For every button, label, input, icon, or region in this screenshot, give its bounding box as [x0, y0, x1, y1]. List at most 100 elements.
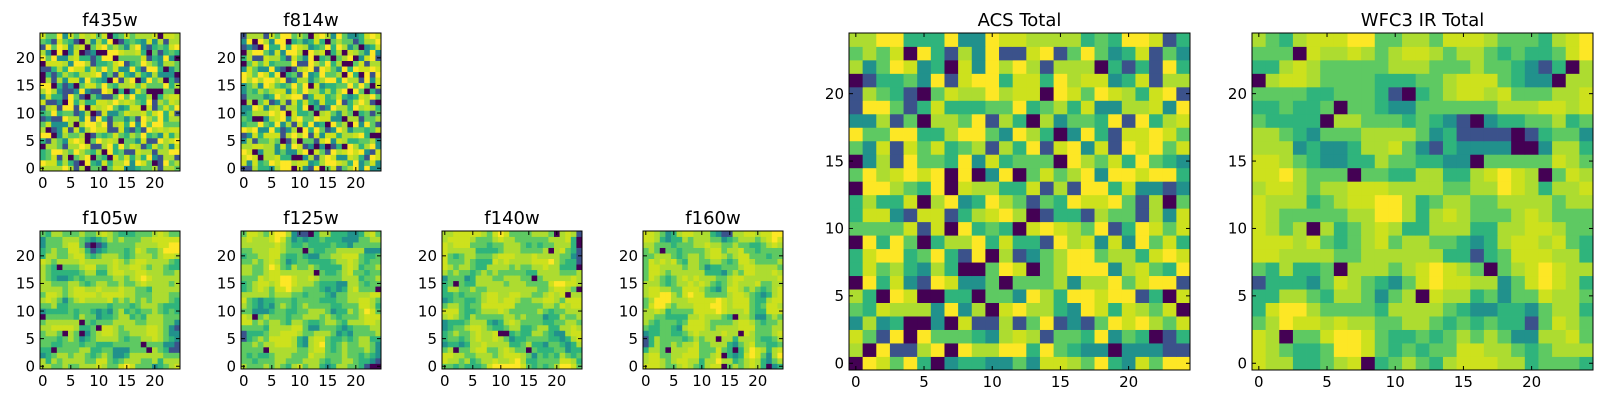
heatmap-cell [375, 104, 382, 111]
heatmap-cell [766, 313, 773, 320]
heatmap-cell [1176, 262, 1191, 277]
heatmap-cell [347, 60, 354, 67]
heatmap-cell [704, 231, 711, 237]
heatmap-cell [1538, 262, 1553, 277]
heatmap-cell [101, 335, 108, 342]
heatmap-cell [330, 258, 337, 265]
heatmap-cell [152, 132, 158, 139]
heatmap-cell [1080, 302, 1095, 317]
heatmap-cell [146, 291, 153, 298]
heatmap-cell [45, 82, 52, 89]
heatmap-cell [903, 154, 918, 169]
heatmap-cell [84, 302, 91, 309]
heatmap-cell [118, 93, 125, 100]
heatmap-cell [263, 291, 270, 298]
heatmap-cell [514, 324, 521, 331]
heatmap-cell [743, 275, 750, 282]
heatmap-cell [475, 302, 482, 309]
heatmap-cell [1415, 248, 1430, 263]
heatmap-cell [1333, 356, 1348, 371]
heatmap-cell [375, 269, 382, 276]
heatmap-cell [1483, 194, 1498, 209]
heatmap-cell [375, 313, 382, 320]
heatmap-cell [140, 324, 147, 331]
heatmap-cell [40, 148, 46, 155]
heatmap-cell [73, 302, 80, 309]
heatmap-cell [302, 253, 309, 259]
heatmap-cell [503, 291, 510, 298]
heatmap-cell [1361, 194, 1376, 209]
heatmap-cell [319, 335, 326, 342]
heatmap-cell [79, 363, 86, 370]
heatmap-cell [341, 60, 348, 67]
heatmap-cell [1306, 302, 1321, 317]
heatmap-cell [319, 341, 326, 348]
heatmap-cell [45, 258, 52, 265]
heatmap-cell [1347, 329, 1362, 344]
heatmap-cell [699, 357, 705, 364]
heatmap-cell [241, 258, 247, 265]
heatmap-cell [62, 297, 69, 304]
heatmap-cell [112, 49, 119, 56]
heatmap-cell [1135, 221, 1150, 236]
heatmap-cell [971, 86, 986, 101]
heatmap-cell [341, 110, 348, 117]
heatmap-cell [876, 59, 891, 74]
heatmap-cell [246, 104, 253, 111]
heatmap-cell [353, 308, 359, 315]
heatmap-cell [1279, 248, 1294, 263]
heatmap-cell [353, 132, 359, 139]
heatmap-cell [732, 324, 739, 331]
heatmap-cell [749, 269, 756, 276]
panel-title: f435w [82, 10, 137, 31]
heatmap-cell [257, 159, 264, 166]
heatmap-cell [118, 236, 125, 243]
heatmap-cell [51, 291, 58, 298]
heatmap-cell [375, 121, 382, 128]
heatmap-cell [1565, 167, 1580, 182]
heatmap-cell [766, 242, 773, 248]
heatmap-cell [168, 44, 175, 50]
heatmap-cell [135, 319, 142, 326]
heatmap-cell [330, 132, 337, 139]
heatmap-cell [537, 242, 544, 248]
heatmap-cell [693, 341, 700, 348]
heatmap-cell [503, 352, 510, 359]
heatmap-cell [325, 148, 331, 155]
heatmap-cell [1511, 289, 1526, 303]
heatmap-cell [152, 110, 158, 117]
heatmap-cell [659, 247, 666, 254]
heatmap-cell [174, 33, 181, 39]
heatmap-cell [51, 38, 58, 45]
heatmap-cell [1292, 316, 1307, 330]
heatmap-cell [285, 49, 292, 56]
heatmap-cell [325, 242, 331, 248]
heatmap-cell [1121, 113, 1136, 128]
heatmap-cell [1470, 235, 1485, 250]
heatmap-cell [118, 99, 125, 106]
heatmap-cell [319, 66, 326, 73]
heatmap-cell [56, 66, 63, 73]
heatmap-cell [51, 324, 58, 331]
heatmap-cell [241, 275, 247, 282]
heatmap-cell [336, 264, 343, 271]
heatmap-cell [263, 258, 270, 265]
heatmap-cell [930, 343, 945, 357]
heatmap-cell [1429, 208, 1444, 223]
heatmap-cell [285, 154, 292, 161]
heatmap-cell [526, 297, 532, 304]
heatmap-cell [140, 159, 147, 166]
heatmap-cell [246, 308, 253, 315]
heatmap-cell [330, 115, 337, 122]
heatmap-cell [985, 316, 1000, 330]
heatmap-cell [40, 297, 46, 304]
heatmap-cell [118, 341, 125, 348]
x-tick-label: 15 [1051, 373, 1070, 391]
heatmap-cell [514, 357, 521, 364]
heatmap-cell [358, 44, 365, 50]
heatmap-cell [1388, 194, 1403, 209]
heatmap-cell [56, 313, 63, 320]
heatmap-cell [124, 275, 130, 282]
heatmap-cell [999, 262, 1014, 277]
heatmap-cell [280, 110, 287, 117]
